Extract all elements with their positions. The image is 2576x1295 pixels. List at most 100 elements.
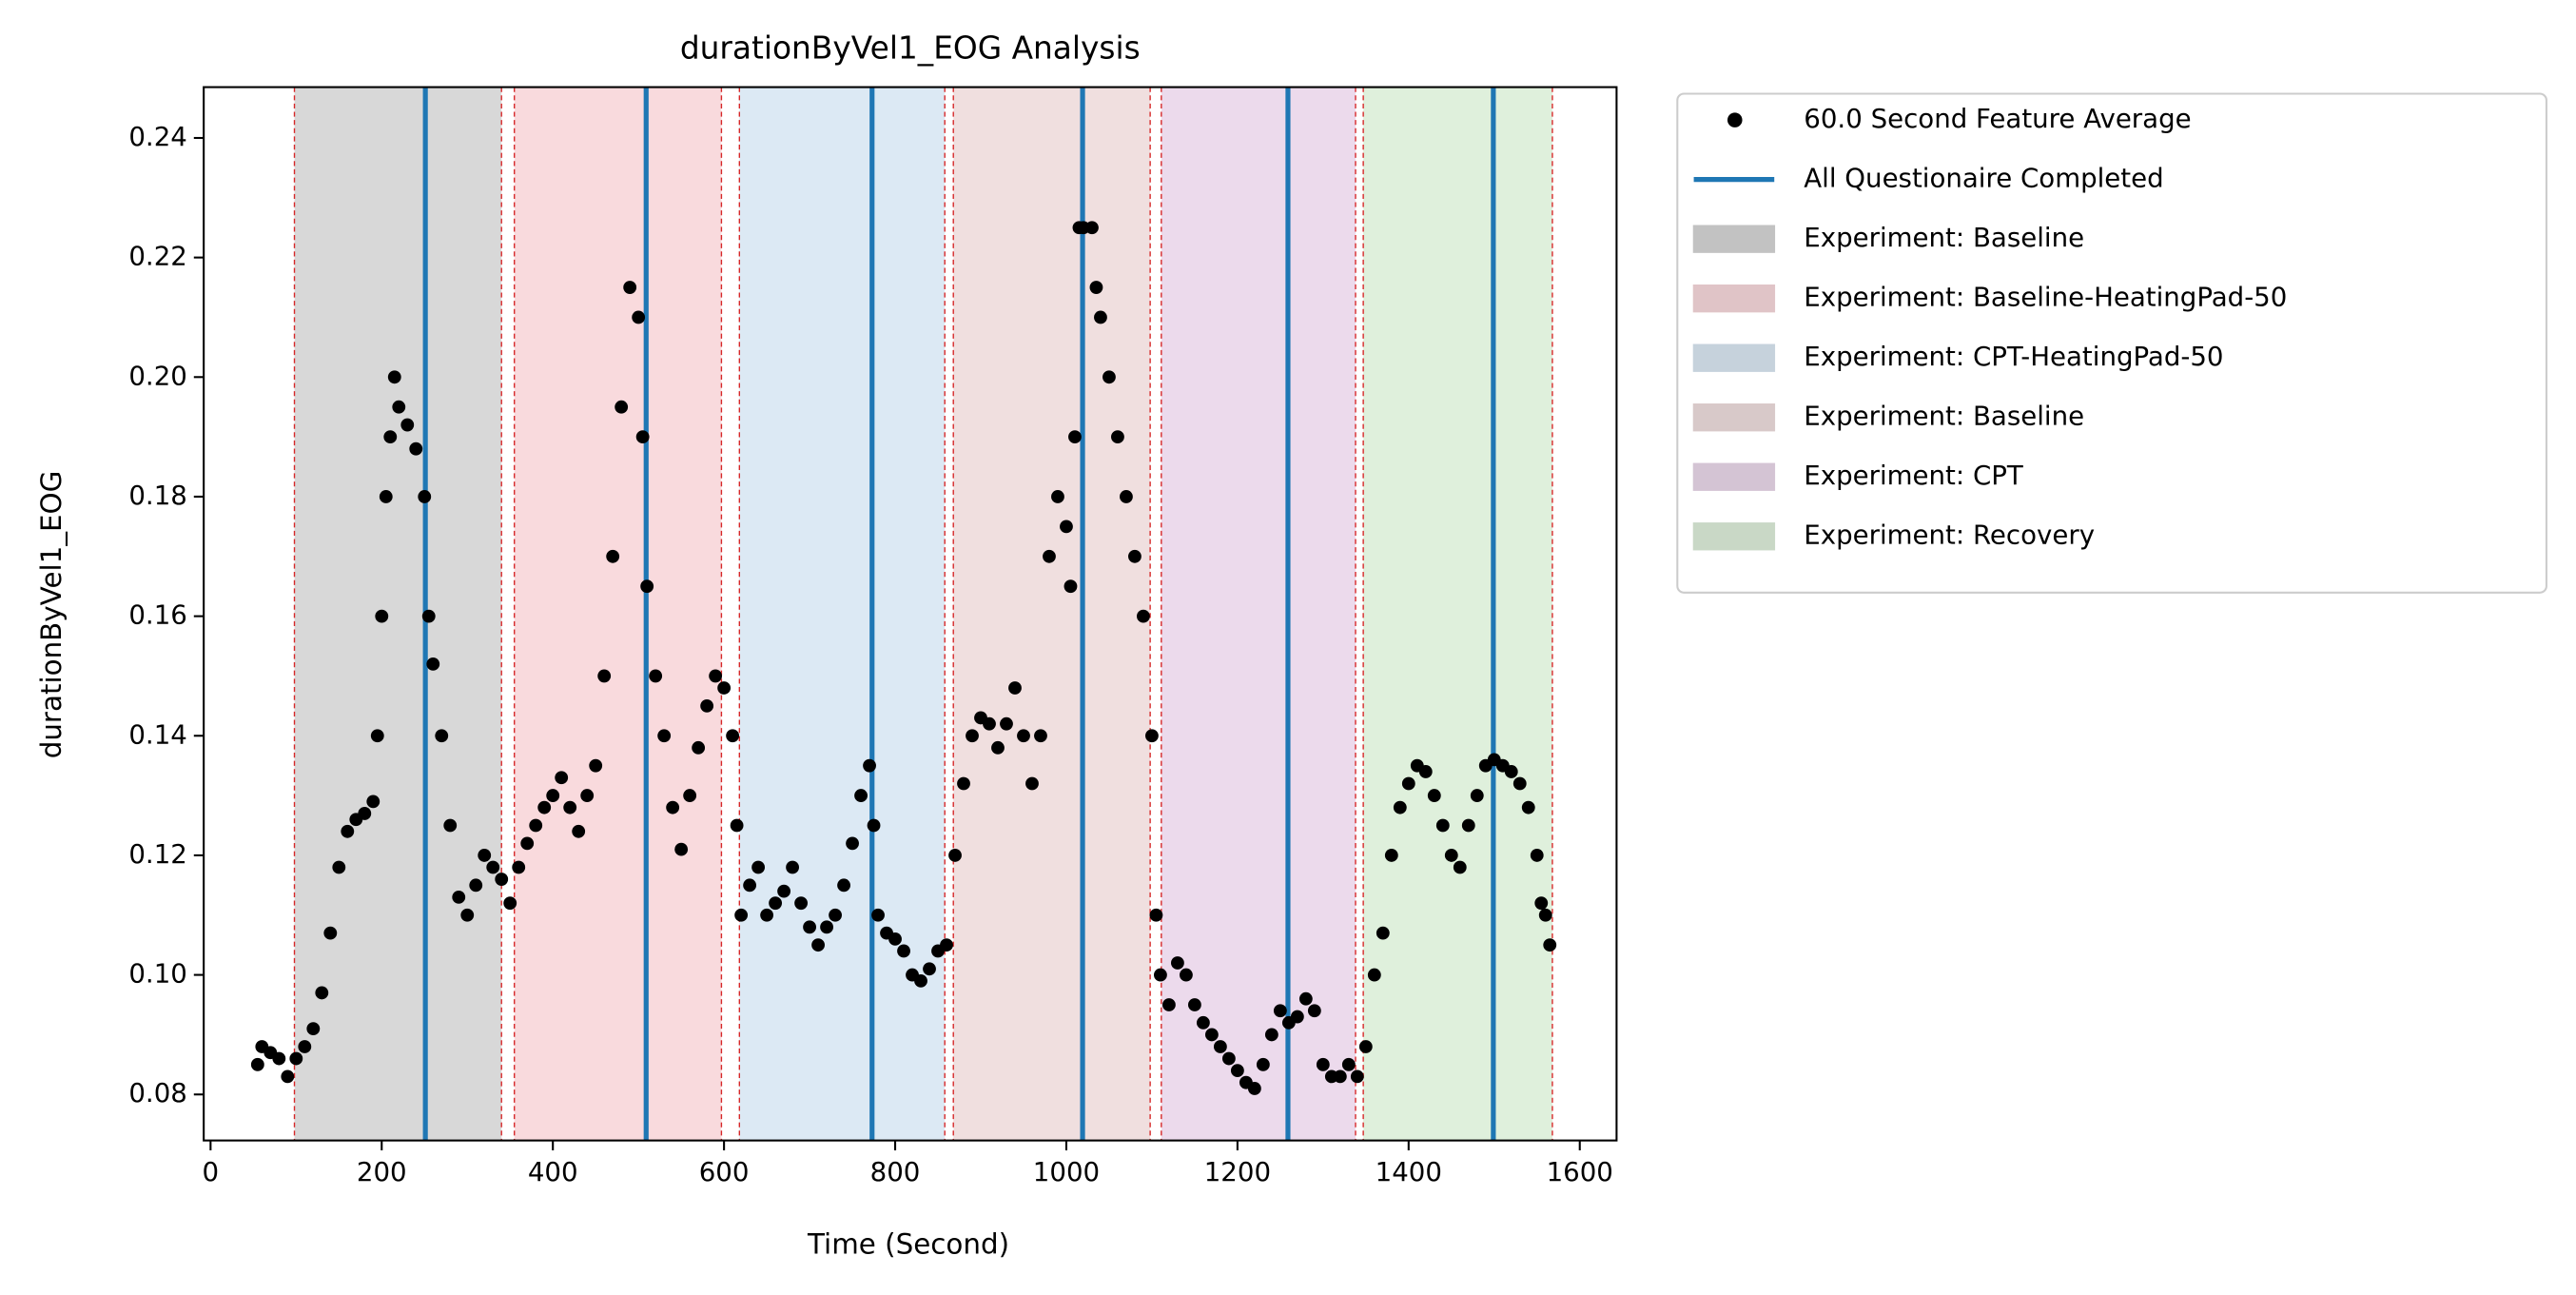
y-axis-label: durationByVel1_EOG: [35, 471, 68, 759]
data-point: [700, 698, 714, 713]
data-point: [1068, 430, 1082, 444]
data-point: [332, 860, 346, 874]
legend-swatch: [1692, 462, 1776, 491]
data-point: [400, 418, 415, 432]
data-point: [392, 400, 406, 414]
data-point: [717, 681, 732, 695]
legend-swatch: [1692, 284, 1776, 313]
data-point: [1034, 729, 1047, 743]
data-point: [1094, 310, 1107, 324]
data-point: [897, 944, 910, 958]
plot-frame: [203, 86, 1618, 1142]
data-point: [1307, 1004, 1321, 1018]
data-point: [1085, 221, 1099, 235]
x-tick-label: 1600: [1547, 1156, 1613, 1187]
data-point: [1418, 765, 1433, 778]
data-point: [1504, 765, 1518, 778]
y-tick-label: 0.24: [128, 121, 187, 152]
data-point: [597, 669, 612, 683]
data-point: [1358, 1040, 1373, 1053]
data-point: [1171, 956, 1184, 970]
data-point: [615, 400, 629, 414]
data-point: [829, 908, 842, 922]
data-point: [657, 729, 672, 743]
y-tick-label: 0.20: [128, 360, 187, 391]
data-point: [1204, 1028, 1219, 1042]
data-point: [1470, 789, 1484, 803]
legend-label: Experiment: Baseline-HeatingPad-50: [1804, 282, 2287, 313]
legend-label: Experiment: CPT: [1804, 460, 2023, 491]
data-point: [580, 789, 595, 803]
data-point: [1512, 776, 1527, 791]
data-point: [1264, 1028, 1278, 1042]
data-point: [1444, 849, 1458, 862]
data-point: [435, 729, 449, 743]
x-tick-label: 200: [357, 1156, 407, 1187]
data-point: [1543, 938, 1557, 952]
data-point: [674, 842, 689, 856]
legend-swatch: [1692, 343, 1776, 372]
y-tick-label: 0.18: [128, 480, 187, 511]
data-point: [640, 579, 654, 594]
data-point: [443, 818, 458, 833]
legend-label: Experiment: Baseline: [1804, 222, 2084, 253]
data-point: [503, 896, 517, 911]
data-point: [1187, 998, 1201, 1011]
data-point: [786, 860, 799, 874]
data-point: [315, 986, 329, 1000]
data-point: [281, 1069, 295, 1084]
data-point: [272, 1051, 286, 1066]
data-point: [709, 669, 723, 683]
span: [739, 87, 946, 1141]
data-point: [1350, 1069, 1364, 1084]
data-point: [1154, 968, 1167, 982]
data-point: [769, 896, 783, 911]
data-point: [1213, 1040, 1227, 1053]
data-point: [358, 807, 372, 820]
data-point: [632, 310, 646, 324]
data-point: [606, 549, 620, 563]
data-point: [837, 878, 850, 893]
data-point: [1333, 1069, 1347, 1084]
data-point: [589, 758, 603, 773]
data-point: [572, 824, 586, 838]
data-point: [289, 1051, 303, 1066]
data-point: [426, 657, 440, 671]
data-point: [914, 973, 927, 988]
data-point: [1137, 609, 1150, 623]
data-point: [1256, 1057, 1270, 1071]
data-point: [1453, 860, 1467, 874]
data-point: [546, 789, 560, 803]
data-point: [555, 771, 569, 785]
data-point: [1060, 520, 1073, 534]
data-point: [1025, 776, 1039, 791]
data-point: [666, 800, 680, 814]
data-point: [635, 430, 650, 444]
data-point: [323, 926, 338, 940]
data-point: [478, 849, 492, 862]
data-point: [370, 729, 384, 743]
data-point: [1064, 579, 1078, 594]
data-point: [1435, 818, 1450, 833]
data-point: [983, 716, 996, 731]
data-point: [1384, 849, 1398, 862]
data-point: [854, 789, 868, 803]
data-point: [683, 789, 697, 803]
data-point: [923, 962, 936, 976]
data-point: [1089, 281, 1103, 294]
x-tick-label: 0: [203, 1156, 220, 1187]
data-point: [1145, 729, 1159, 743]
data-point: [469, 878, 483, 893]
data-point: [1111, 430, 1124, 444]
data-point: [1341, 1057, 1356, 1071]
data-point: [366, 795, 381, 809]
span: [514, 87, 722, 1141]
data-point: [1538, 908, 1552, 922]
data-point: [298, 1040, 312, 1053]
data-point: [730, 818, 744, 833]
data-point: [1162, 998, 1176, 1011]
x-tick-label: 1000: [1033, 1156, 1100, 1187]
data-point: [520, 836, 535, 851]
data-point: [409, 441, 423, 456]
data-point: [387, 370, 401, 384]
